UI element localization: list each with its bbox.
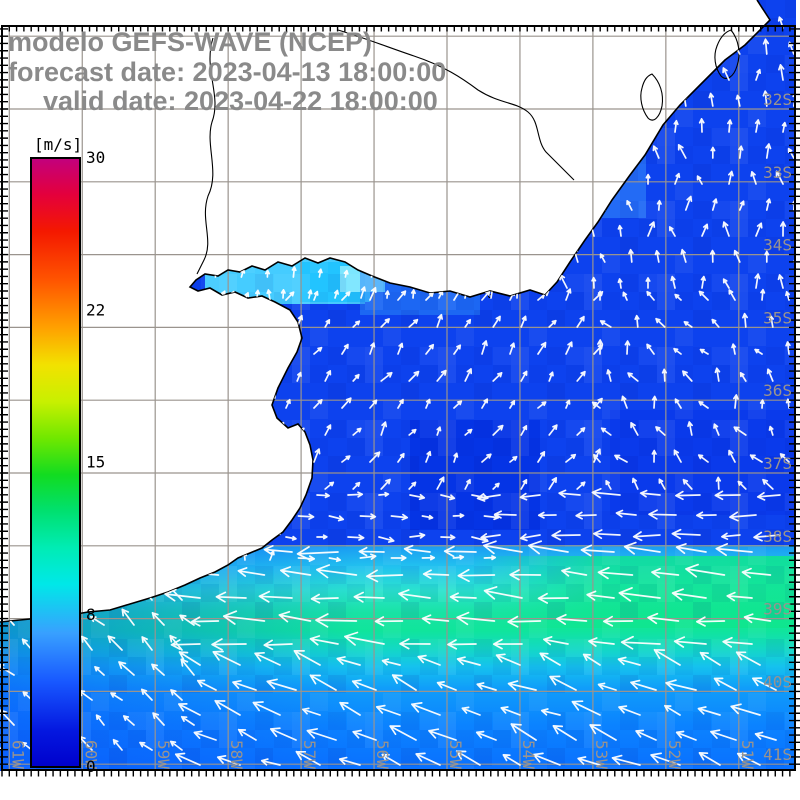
frame-minor-ticks xyxy=(0,26,800,777)
lat-label-38S: 38S xyxy=(763,527,792,546)
uruguay-brazil-border xyxy=(337,29,575,181)
wind-arrows-south-west-southwest xyxy=(174,648,777,766)
lagoon-outline xyxy=(640,73,664,121)
coastline-layer xyxy=(0,0,772,623)
colorbar-tick-22: 22 xyxy=(86,300,105,319)
lon-label-60W: 60W xyxy=(81,740,100,769)
bay-light-water xyxy=(195,330,255,450)
lon-label-55W: 55W xyxy=(446,740,465,769)
colorbar: [m/s] 30 22 15 8 0 xyxy=(30,135,105,776)
lon-label-57W: 57W xyxy=(300,740,319,769)
lat-label-40S: 40S xyxy=(763,672,792,691)
lat-label-35S: 35S xyxy=(763,308,792,327)
uruguay-river-border xyxy=(196,37,216,275)
colorbar-tick-0: 0 xyxy=(86,757,96,776)
wind-arrows-coastal-north xyxy=(191,289,285,561)
lat-label-32S: 32S xyxy=(763,90,792,109)
map-frame xyxy=(1,25,796,771)
lagoon-outline xyxy=(714,29,740,79)
wind-arrows-east-north-northwest xyxy=(591,288,791,490)
lon-label-52W: 52W xyxy=(665,740,684,769)
latitude-labels: 32S 33S 34S 35S 36S 37S 38S 39S 40S 41S xyxy=(763,90,792,764)
lon-label-56W: 56W xyxy=(373,740,392,769)
lon-label-51W: 51W xyxy=(738,740,757,769)
lat-label-33S: 33S xyxy=(763,163,792,182)
colorbar-tick-15: 15 xyxy=(86,453,105,472)
lat-label-37S: 37S xyxy=(763,454,792,473)
colorbar-gradient-bar xyxy=(30,157,81,768)
colorbar-tick-8: 8 xyxy=(86,605,96,624)
wind-arrows-transition-west xyxy=(476,487,781,542)
map-title-forecast-date: forecast date: 2023-04-13 18:00:00 xyxy=(8,57,447,87)
lat-label-39S: 39S xyxy=(763,600,792,619)
lat-label-34S: 34S xyxy=(763,236,792,255)
lon-label-54W: 54W xyxy=(519,740,538,769)
minor-tick-marks xyxy=(0,26,800,777)
lat-label-41S: 41S xyxy=(763,745,792,764)
lon-label-61W: 61W xyxy=(8,740,27,769)
lon-label-59W: 59W xyxy=(154,740,173,769)
lon-label-58W: 58W xyxy=(227,740,246,769)
colorbar-unit-label: [m/s] xyxy=(34,135,82,154)
map-title-model: modelo GEFS-WAVE (NCEP) xyxy=(8,27,373,57)
lon-label-53W: 53W xyxy=(592,740,611,769)
longitude-labels: 61W 60W 59W 58W 57W 56W 55W 54W 53W 52W 51W xyxy=(8,740,757,769)
map-title-valid-date: valid date: 2023-04-22 18:00:00 xyxy=(43,86,438,116)
colorbar-tick-labels: 30 22 15 8 0 xyxy=(86,148,105,776)
coastline xyxy=(0,0,772,623)
colorbar-tick-30: 30 xyxy=(86,148,105,167)
lat-label-36S: 36S xyxy=(763,381,792,400)
